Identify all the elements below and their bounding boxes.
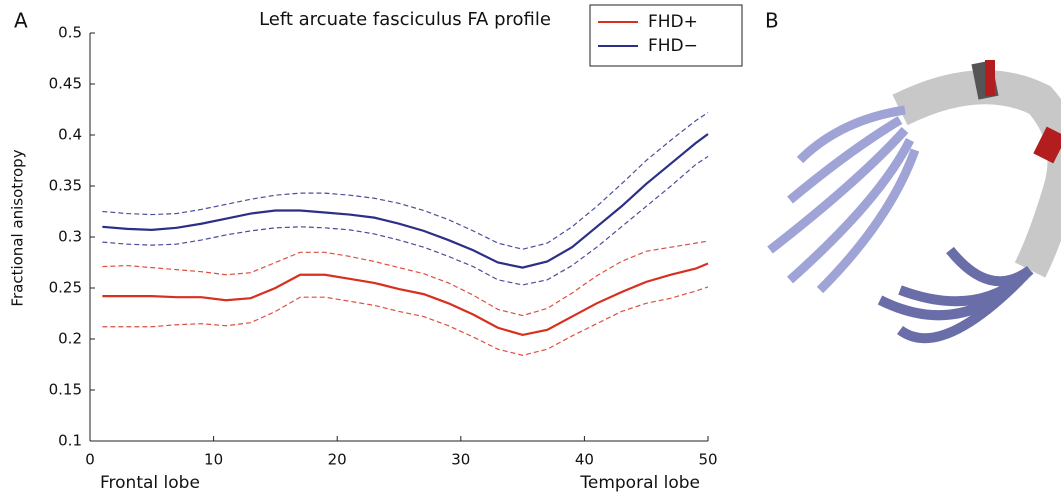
x-tick-label: 20 — [328, 451, 347, 469]
x-tick-label: 10 — [204, 451, 223, 469]
y-axis-label: Fractional anisotropy — [9, 149, 27, 306]
ci-line — [102, 286, 709, 356]
tract-segment — [1033, 126, 1061, 164]
legend-label: FHD− — [648, 36, 698, 56]
x-annotation: Temporal lobe — [579, 473, 700, 493]
y-tick-label: 0.45 — [49, 75, 82, 93]
fibers — [877, 246, 1034, 344]
y-tick-label: 0.3 — [58, 228, 82, 246]
y-tick-label: 0.5 — [58, 24, 82, 42]
x-annotation: Frontal lobe — [100, 473, 200, 493]
chart-title: Left arcuate fasciculus FA profile — [259, 9, 551, 30]
mean-line — [102, 133, 709, 269]
x-tick-label: 0 — [85, 451, 95, 469]
ci-line — [102, 240, 709, 317]
fibers — [767, 105, 920, 294]
x-tick-label: 40 — [575, 451, 594, 469]
legend-box — [589, 4, 743, 67]
tract-rendering — [767, 60, 1061, 344]
ci-line — [102, 155, 709, 286]
x-tick-label: 50 — [698, 451, 717, 469]
y-tick-label: 0.1 — [58, 432, 82, 450]
y-tick-label: 0.15 — [49, 381, 82, 399]
legend-label: FHD+ — [648, 12, 698, 32]
panel-label: A — [14, 9, 28, 33]
ci-line — [102, 112, 709, 250]
panel-label: B — [765, 9, 779, 33]
x-tick-label: 30 — [451, 451, 470, 469]
mean-line — [102, 262, 709, 337]
y-tick-label: 0.35 — [49, 177, 82, 195]
y-tick-label: 0.25 — [49, 279, 82, 297]
tract-tube — [892, 70, 1061, 278]
y-tick-label: 0.4 — [58, 126, 82, 144]
y-tick-label: 0.2 — [58, 330, 82, 348]
